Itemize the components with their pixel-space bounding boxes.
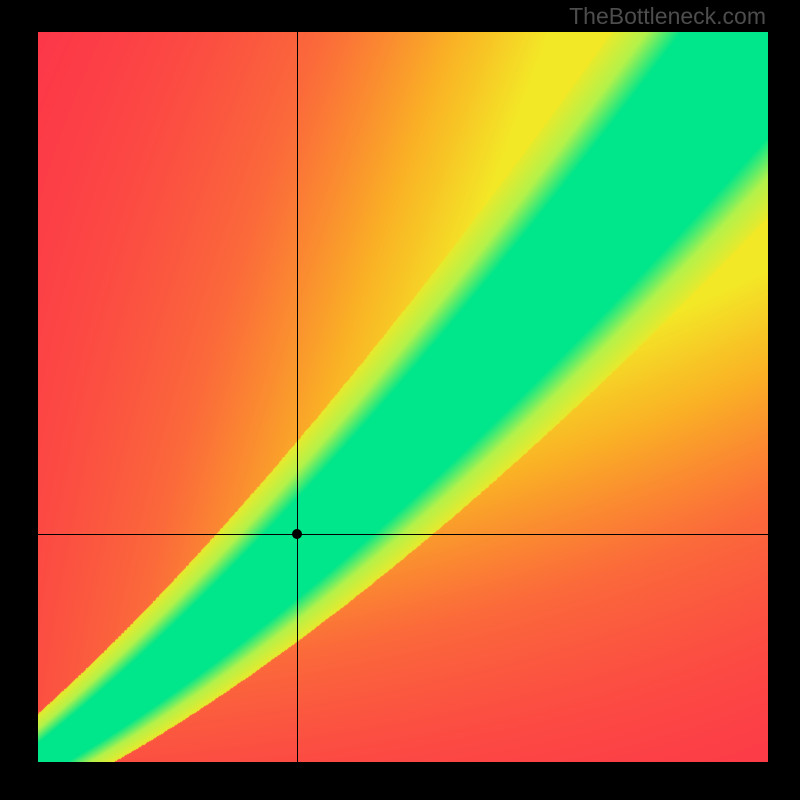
crosshair-horizontal	[38, 534, 768, 535]
crosshair-vertical	[297, 32, 298, 762]
watermark-text: TheBottleneck.com	[569, 3, 766, 30]
operating-point-marker	[292, 529, 302, 539]
plot-area	[38, 32, 768, 762]
bottleneck-heatmap	[38, 32, 768, 762]
